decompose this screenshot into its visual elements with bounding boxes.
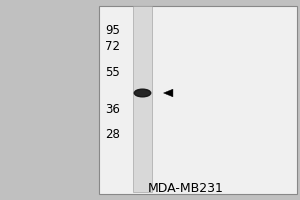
Ellipse shape	[134, 89, 151, 97]
Text: 36: 36	[105, 103, 120, 116]
Text: 72: 72	[105, 40, 120, 53]
Text: 55: 55	[105, 66, 120, 79]
Bar	[133, 6, 152, 192]
Bar	[99, 6, 297, 194]
Polygon shape	[164, 89, 173, 97]
Text: 95: 95	[105, 24, 120, 38]
Text: 28: 28	[105, 128, 120, 141]
Text: MDA-MB231: MDA-MB231	[148, 182, 224, 196]
